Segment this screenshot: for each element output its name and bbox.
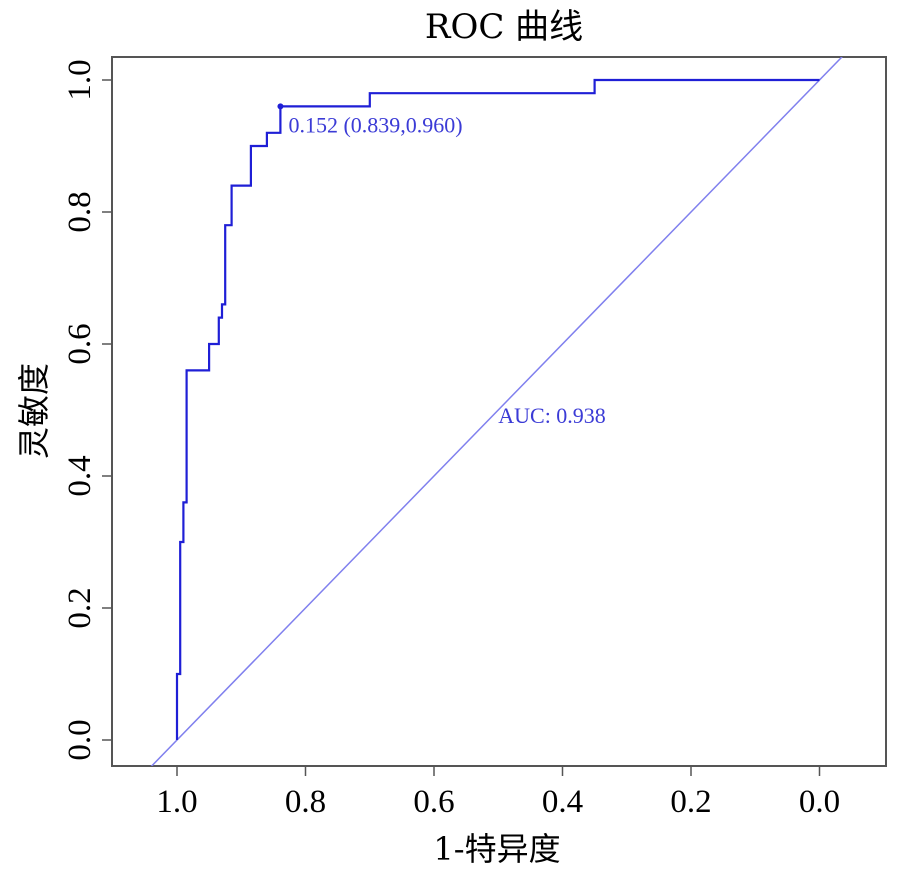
plot-layer: 0.152 (0.839,0.960) AUC: 0.938 [150,57,843,766]
y-tick-label: 1.0 [62,59,98,100]
reference-diagonal-line [150,57,843,766]
best-threshold-point [277,103,284,110]
roc-curve-line [175,78,820,740]
auc-label: AUC: 0.938 [498,403,606,428]
best-threshold-label: 0.152 (0.839,0.960) [288,112,462,137]
plot-frame [111,56,887,767]
y-tick-label: 0.8 [62,191,98,232]
chart-title: ROC 曲线 [425,7,583,47]
x-tick-label: 0.0 [799,784,840,820]
x-tick-label: 0.8 [285,784,326,820]
x-tick-label: 0.6 [413,784,454,820]
y-tick-label: 0.4 [62,455,98,496]
x-tick-label: 0.2 [670,784,711,820]
y-tick-label: 0.6 [62,323,98,364]
y-tick-label: 0.0 [62,719,98,760]
x-tick-label: 0.4 [542,784,583,820]
x-axis-title: 1-特异度 [433,830,560,868]
y-axis-title: 灵敏度 [15,363,53,459]
x-axis: 1.0 0.8 0.6 0.4 0.2 0.0 [156,766,840,820]
y-tick-label: 0.2 [62,587,98,628]
x-tick-label: 1.0 [156,784,197,820]
y-axis: 0.0 0.2 0.4 0.6 0.8 1.0 [62,59,112,761]
